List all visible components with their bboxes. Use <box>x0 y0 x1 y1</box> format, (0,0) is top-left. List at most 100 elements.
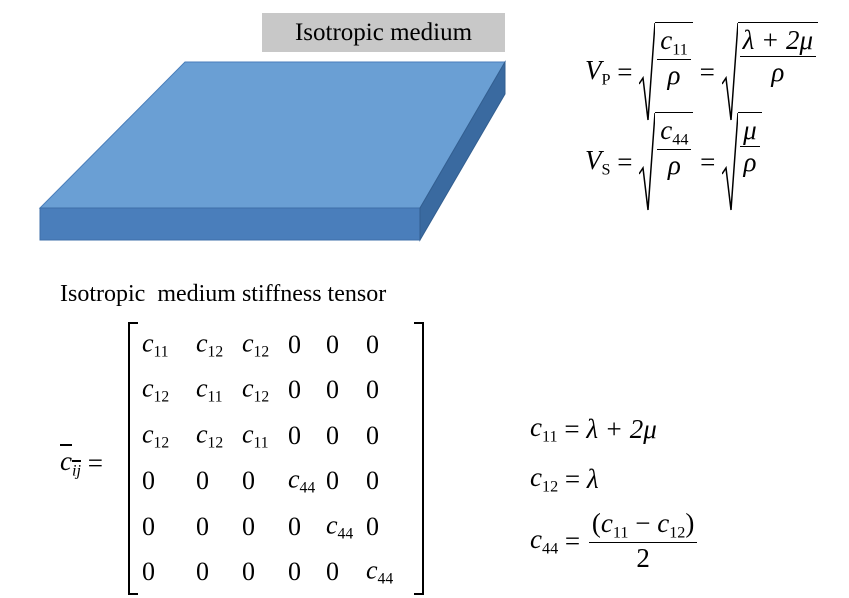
subscript: 12 <box>669 524 685 542</box>
sqrt: μρ <box>722 112 762 212</box>
symbol: c11 <box>242 419 269 448</box>
expression: ρ <box>771 57 784 87</box>
plate <box>0 0 520 250</box>
matrix-entry: c44 <box>366 556 393 589</box>
relation: c12 = λ <box>530 462 599 497</box>
matrix-entry: 0 <box>142 557 155 587</box>
symbol-base: c <box>242 419 254 448</box>
matrix-entry: c11 <box>142 328 169 361</box>
symbol: c11 <box>601 508 629 538</box>
matrix-entry: 0 <box>366 421 379 451</box>
symbol: c44 <box>530 524 558 559</box>
subscript: 11 <box>154 343 169 360</box>
operator: 0 <box>288 375 301 404</box>
expression: ρ <box>668 60 681 90</box>
symbol: c12 <box>530 462 558 497</box>
matrix-entry: 0 <box>196 512 209 542</box>
numerator: c44 <box>657 115 691 150</box>
operator: 0 <box>366 375 379 404</box>
subscript: 11 <box>613 524 629 542</box>
fraction: c11 ρ <box>657 25 691 91</box>
matrix-entry: 0 <box>326 330 339 360</box>
symbol-base: c <box>530 462 542 492</box>
symbol: c12 <box>657 508 685 538</box>
matrix-entry: c44 <box>326 510 353 543</box>
symbol-base: c <box>288 465 300 494</box>
symbol-base: c <box>326 510 338 539</box>
tensor-title: Isotropic medium stiffness tensor <box>60 281 386 308</box>
subscript: 12 <box>154 434 170 451</box>
matrix-entry: 0 <box>326 421 339 451</box>
operator: 0 <box>366 466 379 495</box>
denominator: ρ <box>665 60 684 91</box>
symbol: c44 <box>366 556 393 585</box>
matrix-entry: 0 <box>366 512 379 542</box>
matrix-entry: 0 <box>196 466 209 496</box>
operator: 0 <box>242 512 255 541</box>
operator: = <box>693 147 722 178</box>
plate-front <box>40 208 420 240</box>
fraction: λ + 2μρ <box>740 25 816 88</box>
operator: = <box>558 414 587 445</box>
radical <box>722 112 738 212</box>
symbol: c11 <box>142 328 169 357</box>
denominator: ρ <box>768 57 787 88</box>
symbol-base: c <box>60 446 72 476</box>
symbol-base: c <box>142 374 154 403</box>
symbol-base: c <box>196 328 208 357</box>
symbol: c12 <box>196 328 223 357</box>
denominator: ρ <box>740 147 759 178</box>
symbol: cij <box>60 446 81 481</box>
subscript: 44 <box>542 539 558 557</box>
symbol: c12 <box>242 374 269 403</box>
numerator: c11 <box>657 25 691 60</box>
matrix-entry: c12 <box>142 419 169 452</box>
matrix-entry: c44 <box>288 465 315 498</box>
symbol: c11 <box>660 25 688 55</box>
subscript: 12 <box>542 478 558 496</box>
operator: = <box>558 464 587 495</box>
symbol: c44 <box>326 510 353 539</box>
matrix-entry: 0 <box>142 512 155 542</box>
operator: 0 <box>196 557 209 586</box>
subscript: 44 <box>338 525 354 542</box>
operator: 0 <box>196 466 209 495</box>
matrix-entry: c12 <box>196 419 223 452</box>
relation: c44 = (c11 − c12)2 <box>530 508 699 574</box>
operator: 0 <box>142 466 155 495</box>
operator: 0 <box>242 466 255 495</box>
operator: 0 <box>326 421 339 450</box>
numerator: λ + 2μ <box>740 25 816 57</box>
expression: ρ <box>668 150 681 180</box>
sqrt: c44ρ <box>639 112 693 212</box>
matrix-entry: 0 <box>326 557 339 587</box>
matrix-entry: c12 <box>242 328 269 361</box>
expression: ρ <box>743 147 756 177</box>
operator: 0 <box>326 466 339 495</box>
radical <box>639 112 655 212</box>
operator: 0 <box>326 330 339 359</box>
symbol-base: c <box>601 508 613 538</box>
numerator: (c11 − c12) <box>589 508 697 543</box>
symbol: c12 <box>142 374 169 403</box>
symbol-base: c <box>657 508 669 538</box>
operator: 0 <box>288 421 301 450</box>
subscript: 44 <box>300 480 316 497</box>
matrix-entry: c12 <box>196 328 223 361</box>
operator: 0 <box>326 557 339 586</box>
matrix-entry: 0 <box>242 512 255 542</box>
symbol-base: V <box>585 145 602 175</box>
symbol: c12 <box>142 419 169 448</box>
matrix-entry: 0 <box>288 421 301 451</box>
subscript: 12 <box>154 389 170 406</box>
symbol-base: c <box>366 556 378 585</box>
subscript: 12 <box>254 389 270 406</box>
operator: ( <box>592 508 601 538</box>
operator: = <box>558 526 587 557</box>
symbol: c12 <box>196 419 223 448</box>
matrix-entry: c12 <box>142 374 169 407</box>
